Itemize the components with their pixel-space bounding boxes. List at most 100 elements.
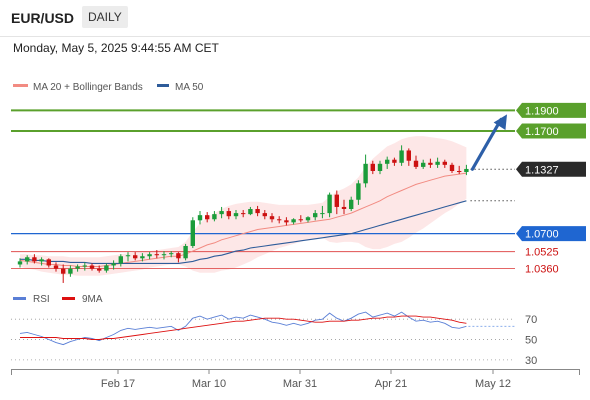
x-tick-label: Mar 10 (192, 378, 226, 390)
price-tag-label: 1.0360 (525, 264, 559, 276)
price-tag-label: 1.1700 (525, 126, 559, 138)
chart-header: EUR/USD DAILY (0, 0, 590, 36)
candle (190, 217, 195, 249)
candle-body (75, 266, 80, 269)
candle (421, 159, 426, 169)
price-tag-bg (516, 226, 586, 242)
price-tag-1: 1.1700 (516, 123, 586, 139)
x-tick-label: Feb 17 (101, 378, 135, 390)
price-tags: 1.1900 1.1700 1.1327 1.0700 1.0525 1.0360 (516, 102, 586, 276)
price-tag-label: 1.1327 (525, 164, 559, 176)
candle (212, 211, 217, 222)
candle-body (385, 159, 390, 164)
x-axis-line (11, 369, 580, 370)
candle (17, 258, 23, 268)
candle (118, 254, 123, 267)
price-tag-label: 1.1900 (525, 105, 559, 117)
candle (154, 250, 159, 259)
candle (370, 160, 375, 175)
candle-body (176, 253, 181, 259)
candle-body (118, 256, 123, 264)
candle (428, 158, 433, 168)
timestamp: Monday, May 5, 2025 9:44:55 AM CET (13, 41, 219, 55)
candle (341, 199, 347, 215)
candle-body (449, 164, 455, 171)
candle-body (341, 206, 347, 209)
bb-legend-label: MA 20 + Bollinger Bands (33, 82, 143, 93)
candle-body (25, 257, 30, 262)
candle (53, 262, 59, 272)
bb-legend-swatch (13, 84, 28, 87)
candle-body (284, 220, 289, 223)
candle (363, 154, 368, 188)
rsi-grid (11, 318, 512, 361)
candle (68, 265, 73, 277)
x-tick-label: May 12 (475, 378, 511, 390)
price-tag-0: 1.1900 (516, 102, 586, 118)
price-tag-5: 1.0360 (525, 264, 559, 276)
candle (464, 164, 469, 176)
candle (298, 215, 303, 223)
price-tag-2: 1.1327 (516, 161, 586, 177)
candle-body (313, 213, 318, 218)
x-axis-right-cap (579, 369, 580, 375)
candle (291, 218, 296, 225)
candle-body (320, 213, 325, 215)
header-divider (0, 36, 590, 37)
candle (39, 257, 44, 266)
candle (219, 206, 224, 219)
candle-body (277, 219, 282, 221)
candle-body (269, 216, 275, 220)
candle (262, 210, 267, 220)
candle (183, 243, 188, 261)
candle (277, 216, 282, 224)
candle (392, 157, 397, 166)
candle (327, 192, 332, 218)
candle-body (140, 256, 145, 259)
candle-body (248, 209, 253, 215)
candle (176, 252, 181, 263)
candle-body (255, 209, 260, 214)
candle-body (68, 268, 73, 274)
candle (46, 258, 51, 268)
price-tag-4: 1.0525 (525, 247, 559, 259)
price-tag-3: 1.0700 (516, 226, 586, 242)
candle (133, 252, 138, 261)
candle-body (233, 213, 239, 217)
price-tag-bg (516, 161, 586, 177)
x-tick-label: Mar 31 (283, 378, 317, 390)
candle (449, 162, 455, 174)
candle-body (392, 159, 397, 163)
candle-body (349, 199, 354, 209)
candle (111, 260, 116, 270)
candle-body (377, 163, 383, 171)
timeframe-button[interactable]: DAILY (82, 6, 128, 28)
candle (197, 211, 203, 225)
candle (205, 212, 210, 223)
candle-body (464, 168, 469, 173)
projection-arrow-line (470, 117, 503, 171)
rsi-legend: RSI 9MA (13, 294, 103, 305)
candle (305, 216, 311, 223)
candle (457, 165, 462, 175)
symbol-title: EUR/USD (11, 10, 75, 26)
candle (104, 263, 109, 273)
candle-body (190, 220, 195, 246)
candle-body (39, 259, 44, 262)
candle-body (219, 211, 224, 215)
candle-body (82, 265, 87, 267)
candle (442, 159, 447, 168)
x-axis: Feb 17 Mar 10 Mar 31 Apr 21 May 12 (101, 369, 511, 390)
rsi-legend-swatch (13, 297, 26, 300)
candle (385, 156, 390, 169)
candle-body (413, 160, 419, 167)
candle (75, 264, 80, 272)
candle-body (428, 162, 433, 165)
candle-body (183, 245, 188, 259)
projection (470, 114, 507, 171)
candle-body (363, 163, 368, 184)
candle (269, 213, 275, 223)
candle-body (147, 254, 152, 257)
candle-body (298, 219, 303, 221)
